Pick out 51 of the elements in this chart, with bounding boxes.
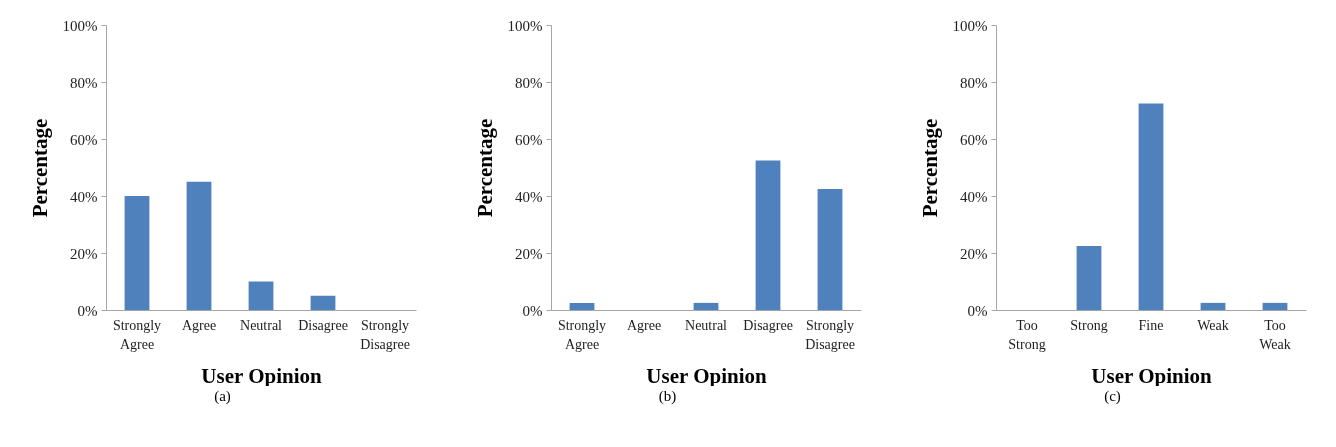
y-tick-label: 40% — [70, 188, 98, 205]
bar — [124, 196, 150, 310]
y-tick-label: 100% — [507, 17, 543, 34]
bar — [569, 302, 595, 310]
y-tick-label: 80% — [960, 74, 988, 91]
y-tick-label: 60% — [515, 131, 543, 148]
x-tick-label: Too Strong — [1008, 317, 1046, 352]
y-tick-label: 80% — [515, 74, 543, 91]
y-tick-label: 100% — [62, 17, 98, 34]
x-tick-label: Too Weak — [1259, 317, 1291, 352]
x-tick-label: Weak — [1197, 317, 1229, 333]
x-tick-label: Neutral — [685, 317, 728, 333]
x-tick-label: Strongly Agree — [112, 317, 162, 352]
y-tick-label: 0% — [522, 302, 543, 319]
y-tick-label: 40% — [515, 188, 543, 205]
y-tick-label: 60% — [70, 131, 98, 148]
y-axis-title: Percentage — [27, 118, 52, 218]
x-tick-label: Disagree — [743, 317, 793, 333]
text: (a) — [214, 388, 231, 405]
x-tick-label: Strongly Disagree — [805, 317, 855, 352]
bar — [1200, 302, 1226, 310]
bar — [1262, 302, 1288, 310]
y-tick-label: 20% — [960, 245, 988, 262]
y-tick-label: 0% — [967, 302, 988, 319]
y-axis-title: Percentage — [917, 118, 942, 218]
bar — [755, 160, 781, 310]
x-tick-label: Agree — [181, 317, 217, 333]
x-tick-label: Disagree — [298, 317, 348, 333]
y-tick-label: 20% — [515, 245, 543, 262]
bar — [1138, 103, 1164, 310]
y-tick-label: 40% — [960, 188, 988, 205]
x-tick-label: Strongly Disagree — [360, 317, 410, 352]
x-tick-label: Fine — [1138, 317, 1164, 333]
bar — [817, 188, 843, 310]
bar — [693, 302, 719, 310]
text: (c) — [1104, 388, 1121, 405]
bar — [248, 281, 274, 310]
y-tick-label: 60% — [960, 131, 988, 148]
y-tick-label: 20% — [70, 245, 98, 262]
x-tick-label: Strong — [1070, 317, 1108, 333]
x-tick-label: Agree — [626, 317, 662, 333]
y-tick-label: 80% — [70, 74, 98, 91]
x-tick-label: Strongly Agree — [557, 317, 607, 352]
y-tick-label: 100% — [952, 17, 988, 34]
y-tick-label: 0% — [77, 302, 98, 319]
x-tick-label: Neutral — [240, 317, 283, 333]
bar — [1076, 245, 1102, 310]
y-axis-title: Percentage — [472, 118, 497, 218]
bar — [310, 295, 336, 310]
text: (b) — [658, 388, 677, 405]
bar — [186, 181, 212, 310]
